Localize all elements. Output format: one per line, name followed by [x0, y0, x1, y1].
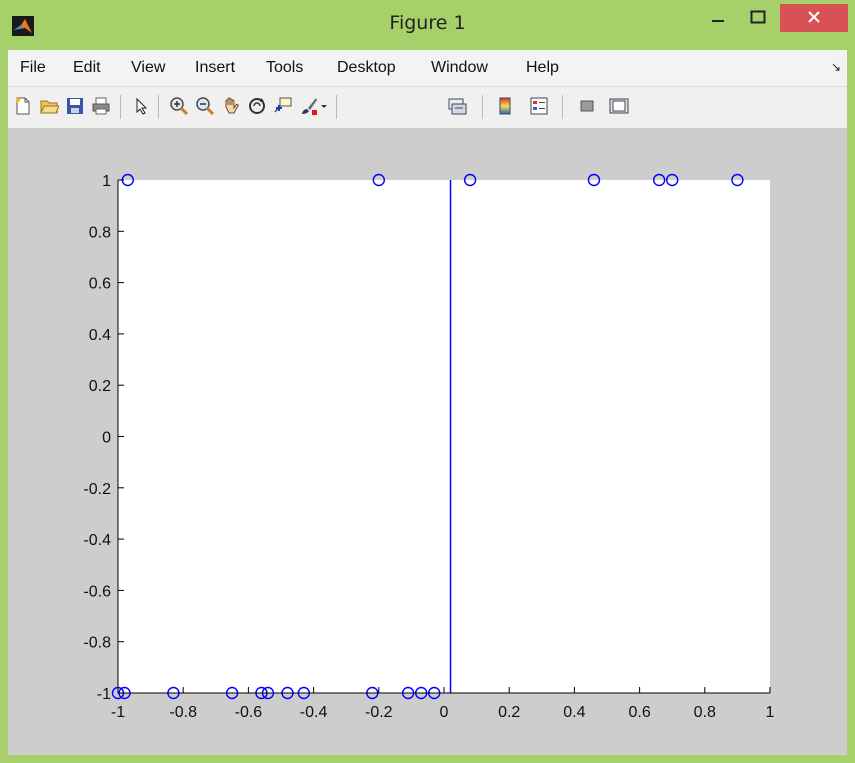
- brush-icon[interactable]: [298, 95, 320, 117]
- y-tick-label: -1: [97, 686, 111, 703]
- menu-view[interactable]: View: [131, 59, 166, 76]
- y-tick-label: 1: [102, 173, 111, 190]
- scatter-point: [121, 173, 134, 187]
- new-figure-icon[interactable]: [12, 95, 34, 117]
- scatter-point: [731, 173, 744, 187]
- brush-dropdown-icon[interactable]: [318, 95, 330, 117]
- scatter-point: [372, 173, 385, 187]
- maximize-button[interactable]: [740, 2, 776, 34]
- x-tick-label: 1: [766, 704, 775, 721]
- x-tick-label: -1: [111, 704, 125, 721]
- figure-canvas[interactable]: -1 -0.8 -0.6 -0.4 -0.2 0 0.2 0.4 0.6 0.8 1 1 0.8 0.6 0…: [8, 129, 847, 755]
- title-bar[interactable]: Figure 1: [0, 0, 855, 50]
- window-title: Figure 1: [389, 12, 466, 34]
- minimize-button[interactable]: [700, 2, 736, 34]
- y-tick-label: -0.6: [83, 583, 111, 600]
- y-tick-label: 0.8: [89, 224, 111, 241]
- toolbar-separator: [120, 95, 121, 119]
- x-tick-label: 0: [440, 704, 449, 721]
- toolbar-separator: [336, 95, 337, 119]
- colorbar-icon[interactable]: [494, 95, 516, 117]
- menu-bar: File Edit View Insert Tools Desktop Wind…: [8, 50, 847, 87]
- matlab-logo-icon: [12, 16, 34, 36]
- print-icon[interactable]: [90, 95, 112, 117]
- toolbar-separator: [562, 95, 563, 119]
- pan-hand-icon[interactable]: [220, 95, 242, 117]
- close-icon: [807, 8, 821, 29]
- y-tick-label: 0.2: [89, 378, 111, 395]
- y-tick-label: -0.4: [83, 532, 111, 549]
- zoom-out-icon[interactable]: [194, 95, 216, 117]
- x-tick-label: -0.2: [365, 704, 393, 721]
- y-tick-label: 0.4: [89, 327, 111, 344]
- link-plot-icon[interactable]: [446, 95, 468, 117]
- toolbar-separator: [482, 95, 483, 119]
- rotate-3d-icon[interactable]: [246, 95, 268, 117]
- scatter-plot[interactable]: -1 -0.8 -0.6 -0.4 -0.2 0 0.2 0.4 0.6 0.8 1 1 0.8 0.6 0…: [8, 129, 847, 755]
- y-tick-label: 0.6: [89, 276, 111, 293]
- close-button[interactable]: [780, 4, 848, 32]
- menu-insert[interactable]: Insert: [195, 59, 236, 76]
- x-tick-label: -0.4: [300, 704, 328, 721]
- minimize-icon: [711, 9, 725, 28]
- x-tick-label: 0.8: [694, 704, 716, 721]
- scatter-point: [463, 173, 477, 187]
- toolbar-separator: [158, 95, 159, 119]
- x-tick-label: 0.4: [563, 704, 585, 721]
- x-tick-label: 0.6: [628, 704, 650, 721]
- menu-file[interactable]: File: [20, 59, 46, 76]
- menu-desktop[interactable]: Desktop: [337, 59, 396, 76]
- scatter-point: [666, 173, 679, 187]
- y-tick-label: -0.2: [83, 481, 111, 498]
- scatter-point: [652, 173, 666, 187]
- hide-plot-tools-icon[interactable]: [576, 95, 598, 117]
- menu-help[interactable]: Help: [526, 59, 559, 76]
- axes-spine: [117, 180, 770, 694]
- open-file-icon[interactable]: [38, 95, 60, 117]
- x-tick-label: 0.2: [498, 704, 520, 721]
- legend-icon[interactable]: [528, 95, 550, 117]
- menu-edit[interactable]: Edit: [73, 59, 101, 76]
- y-tick-label: -0.8: [83, 635, 111, 652]
- figure-toolbar: [8, 87, 847, 129]
- menu-tools[interactable]: Tools: [266, 59, 304, 76]
- y-tick-label: 0: [102, 430, 111, 447]
- select-arrow-icon[interactable]: [130, 95, 152, 117]
- menu-overflow-icon[interactable]: ↘: [830, 60, 841, 74]
- x-tick-label: -0.6: [235, 704, 263, 721]
- menu-window[interactable]: Window: [431, 59, 488, 76]
- maximize-icon: [750, 9, 766, 28]
- x-tick-label: -0.8: [169, 704, 197, 721]
- show-plot-tools-icon[interactable]: [608, 95, 630, 117]
- axes-background: [118, 180, 770, 693]
- zoom-in-icon[interactable]: [168, 95, 190, 117]
- scatter-point: [587, 173, 601, 187]
- save-icon[interactable]: [64, 95, 86, 117]
- data-cursor-icon[interactable]: [272, 95, 294, 117]
